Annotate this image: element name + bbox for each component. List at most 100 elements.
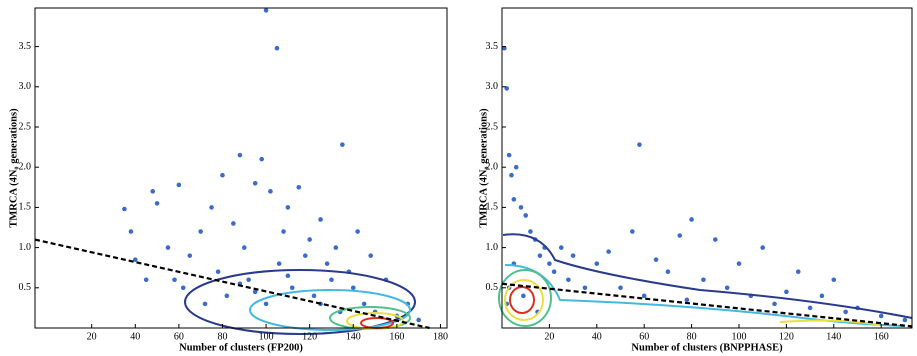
y-tick-label: 3.5 (486, 41, 499, 52)
point (878, 313, 884, 319)
point (566, 277, 571, 283)
point (513, 164, 519, 170)
point (281, 229, 286, 234)
density-contours (184, 233, 913, 335)
point (215, 269, 221, 275)
point (246, 277, 251, 283)
point (677, 233, 683, 238)
point (289, 285, 295, 291)
contour (502, 233, 913, 319)
x-tick-label: 60 (639, 331, 649, 342)
point (263, 301, 269, 307)
point (528, 229, 533, 234)
point (772, 301, 777, 307)
point (807, 305, 813, 311)
point (252, 180, 258, 186)
point (128, 229, 134, 234)
point (361, 301, 367, 307)
y-tick-label: 2.5 (19, 121, 32, 132)
point (154, 201, 160, 206)
x-tick-label: 60 (174, 331, 184, 342)
point (122, 206, 127, 212)
x-tick-label: 100 (731, 331, 746, 342)
point (831, 277, 837, 283)
point (760, 245, 765, 250)
x-tick-label: 160 (874, 331, 889, 342)
x-tick-label: 40 (592, 331, 602, 342)
point (285, 273, 291, 279)
point (231, 221, 236, 226)
point (630, 229, 635, 234)
point (521, 293, 526, 299)
point (187, 253, 193, 258)
contour (498, 269, 552, 327)
point (551, 269, 557, 275)
point (252, 289, 258, 295)
point (653, 257, 659, 262)
x-tick-label: 20 (544, 331, 554, 342)
x-tick-label: 140 (826, 331, 841, 342)
fit-line (34, 238, 430, 330)
point (511, 197, 517, 202)
point (241, 245, 247, 250)
point (843, 309, 848, 315)
y-tick-label: 3.0 (19, 81, 32, 92)
y-tick-label: 0.5 (486, 282, 499, 293)
point (523, 213, 528, 218)
x-tick-label: 80 (687, 331, 697, 342)
point (355, 229, 360, 234)
point (506, 152, 512, 158)
point (259, 156, 265, 162)
y-tick-label: 1.0 (19, 242, 32, 253)
point (311, 293, 317, 299)
x-tick-label: 140 (346, 331, 361, 342)
axes-layer: 20 40 60 80 100 120 140 160 180 0.5 1.0 1.5 2.0 2.5 3.… (8, 7, 913, 353)
point (209, 205, 214, 210)
point (172, 277, 177, 283)
point (180, 285, 186, 291)
x-tick-label: 20 (87, 331, 97, 342)
point (547, 261, 552, 266)
y-tick-label: 1.5 (19, 202, 32, 213)
y-tick-label: 2.0 (486, 161, 499, 172)
point (220, 172, 225, 178)
point (274, 45, 280, 51)
contour (249, 289, 411, 331)
point (198, 229, 203, 234)
point (902, 317, 908, 323)
contour (779, 319, 881, 326)
point (224, 293, 230, 299)
x-tick-label: 120 (779, 331, 794, 342)
point (712, 237, 718, 242)
point (795, 269, 801, 275)
point (329, 277, 334, 283)
point (237, 152, 243, 158)
x-tick-label: 80 (217, 331, 227, 342)
point (176, 182, 182, 188)
point (684, 297, 690, 303)
point (509, 172, 514, 178)
point (303, 253, 308, 258)
contour (504, 264, 906, 327)
y-tick-label: 0.5 (19, 282, 32, 293)
point (132, 257, 138, 262)
x-axis-title: Number of clusters (FP200) (179, 342, 303, 353)
point (582, 285, 588, 291)
point (307, 237, 312, 242)
point (537, 253, 543, 258)
point (340, 142, 345, 147)
point (570, 253, 576, 258)
contour (504, 279, 544, 321)
point (296, 184, 302, 190)
point (784, 289, 789, 295)
y-axis-title: TMRCA (4N₀ generations) (478, 108, 489, 228)
point (641, 293, 647, 299)
point (606, 249, 611, 254)
contour (184, 269, 416, 335)
x-tick-label: 160 (389, 331, 404, 342)
point (518, 205, 524, 210)
point (819, 293, 825, 299)
y-tick-label: 1.5 (486, 202, 499, 213)
point (165, 245, 171, 250)
